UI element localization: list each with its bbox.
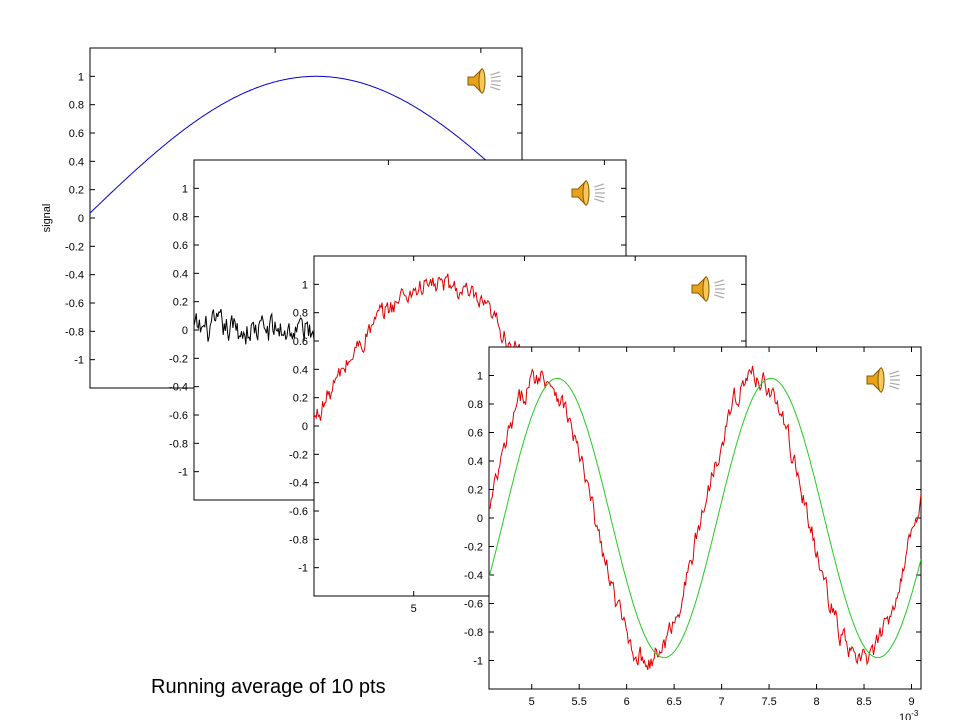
y-tick-label: -0.8: [289, 534, 308, 546]
y-tick-label: -0.4: [65, 270, 84, 282]
y-tick-label: 0.4: [293, 364, 308, 376]
y-tick-label: -0.6: [464, 599, 483, 611]
y-tick-label: 0.4: [69, 156, 84, 168]
y-tick-label: 0.6: [69, 128, 84, 140]
y-tick-label: -0.8: [169, 438, 188, 450]
y-tick-label: 0.2: [293, 393, 308, 405]
y-tick-label: -0.8: [65, 326, 84, 338]
y-tick-label: 0.8: [468, 399, 483, 411]
y-tick-label: -1: [74, 355, 84, 367]
x-tick-label: 6.5: [666, 696, 681, 708]
axes-frame: [488, 346, 922, 690]
y-tick-label: 0: [302, 421, 308, 433]
y-tick-label: -0.2: [65, 241, 84, 253]
y-tick-label: 0.2: [468, 485, 483, 497]
y-tick-label: 0.8: [293, 308, 308, 320]
speaker-icon[interactable]: [467, 67, 501, 95]
speaker-icon[interactable]: [866, 366, 900, 394]
y-tick-label: -1: [473, 656, 483, 668]
x-tick-label: 5: [411, 603, 417, 615]
y-tick-label: 0.2: [69, 185, 84, 197]
y-tick-label: 1: [477, 371, 483, 383]
y-tick-label: -0.4: [169, 382, 188, 394]
y-tick-label: -0.4: [464, 570, 483, 582]
y-tick-label: 0.6: [173, 240, 188, 252]
y-tick-label: -0.6: [65, 298, 84, 310]
y-tick-label: -1: [298, 563, 308, 575]
y-tick-label: -0.6: [289, 506, 308, 518]
plot-4: -1 -0.8 -0.6 -0.4 -0.2 0 0.2 0.4 0.6 0.8 1 5 5.5 6 6.5…: [464, 346, 922, 720]
y-tick-label: 0.8: [173, 212, 188, 224]
y-tick-label: -0.6: [169, 410, 188, 422]
x-tick-label: 7: [719, 696, 725, 708]
y-tick-label: 0.4: [173, 268, 188, 280]
y-tick-label: -0.4: [289, 478, 308, 490]
y-tick-label: 0: [78, 213, 84, 225]
y-tick-label: -1: [178, 467, 188, 479]
y-tick-label: 0.4: [468, 456, 483, 468]
x-exponent-label: 10-3: [899, 709, 919, 720]
y-tick-label: 0.6: [293, 336, 308, 348]
series-line: [489, 365, 921, 671]
x-tick-label: 5.5: [572, 696, 587, 708]
y-tick-label: 0.8: [69, 100, 84, 112]
y-tick-label: 1: [78, 71, 84, 83]
speaker-icon[interactable]: [691, 275, 725, 303]
y-tick-label: 0.6: [468, 428, 483, 440]
y-tick-label: 0: [477, 513, 483, 525]
series-line: [489, 377, 921, 659]
y-axis-label: signal: [41, 204, 53, 233]
series-line: [90, 75, 522, 214]
x-tick-label: 8.5: [856, 696, 871, 708]
y-tick-label: -0.2: [289, 449, 308, 461]
y-tick-label: 0.2: [173, 297, 188, 309]
x-tick-label: 9: [908, 696, 914, 708]
y-tick-label: 0: [182, 325, 188, 337]
y-tick-label: -0.2: [169, 353, 188, 365]
caption: Running average of 10 pts: [151, 676, 386, 698]
x-tick-label: 7.5: [761, 696, 776, 708]
speaker-icon[interactable]: [571, 179, 605, 207]
y-tick-label: 1: [302, 279, 308, 291]
y-tick-label: 1: [182, 183, 188, 195]
x-tick-label: 6: [624, 696, 630, 708]
x-tick-label: 8: [813, 696, 819, 708]
y-tick-label: -0.2: [464, 542, 483, 554]
y-tick-label: -0.8: [464, 627, 483, 639]
x-tick-label: 5: [529, 696, 535, 708]
